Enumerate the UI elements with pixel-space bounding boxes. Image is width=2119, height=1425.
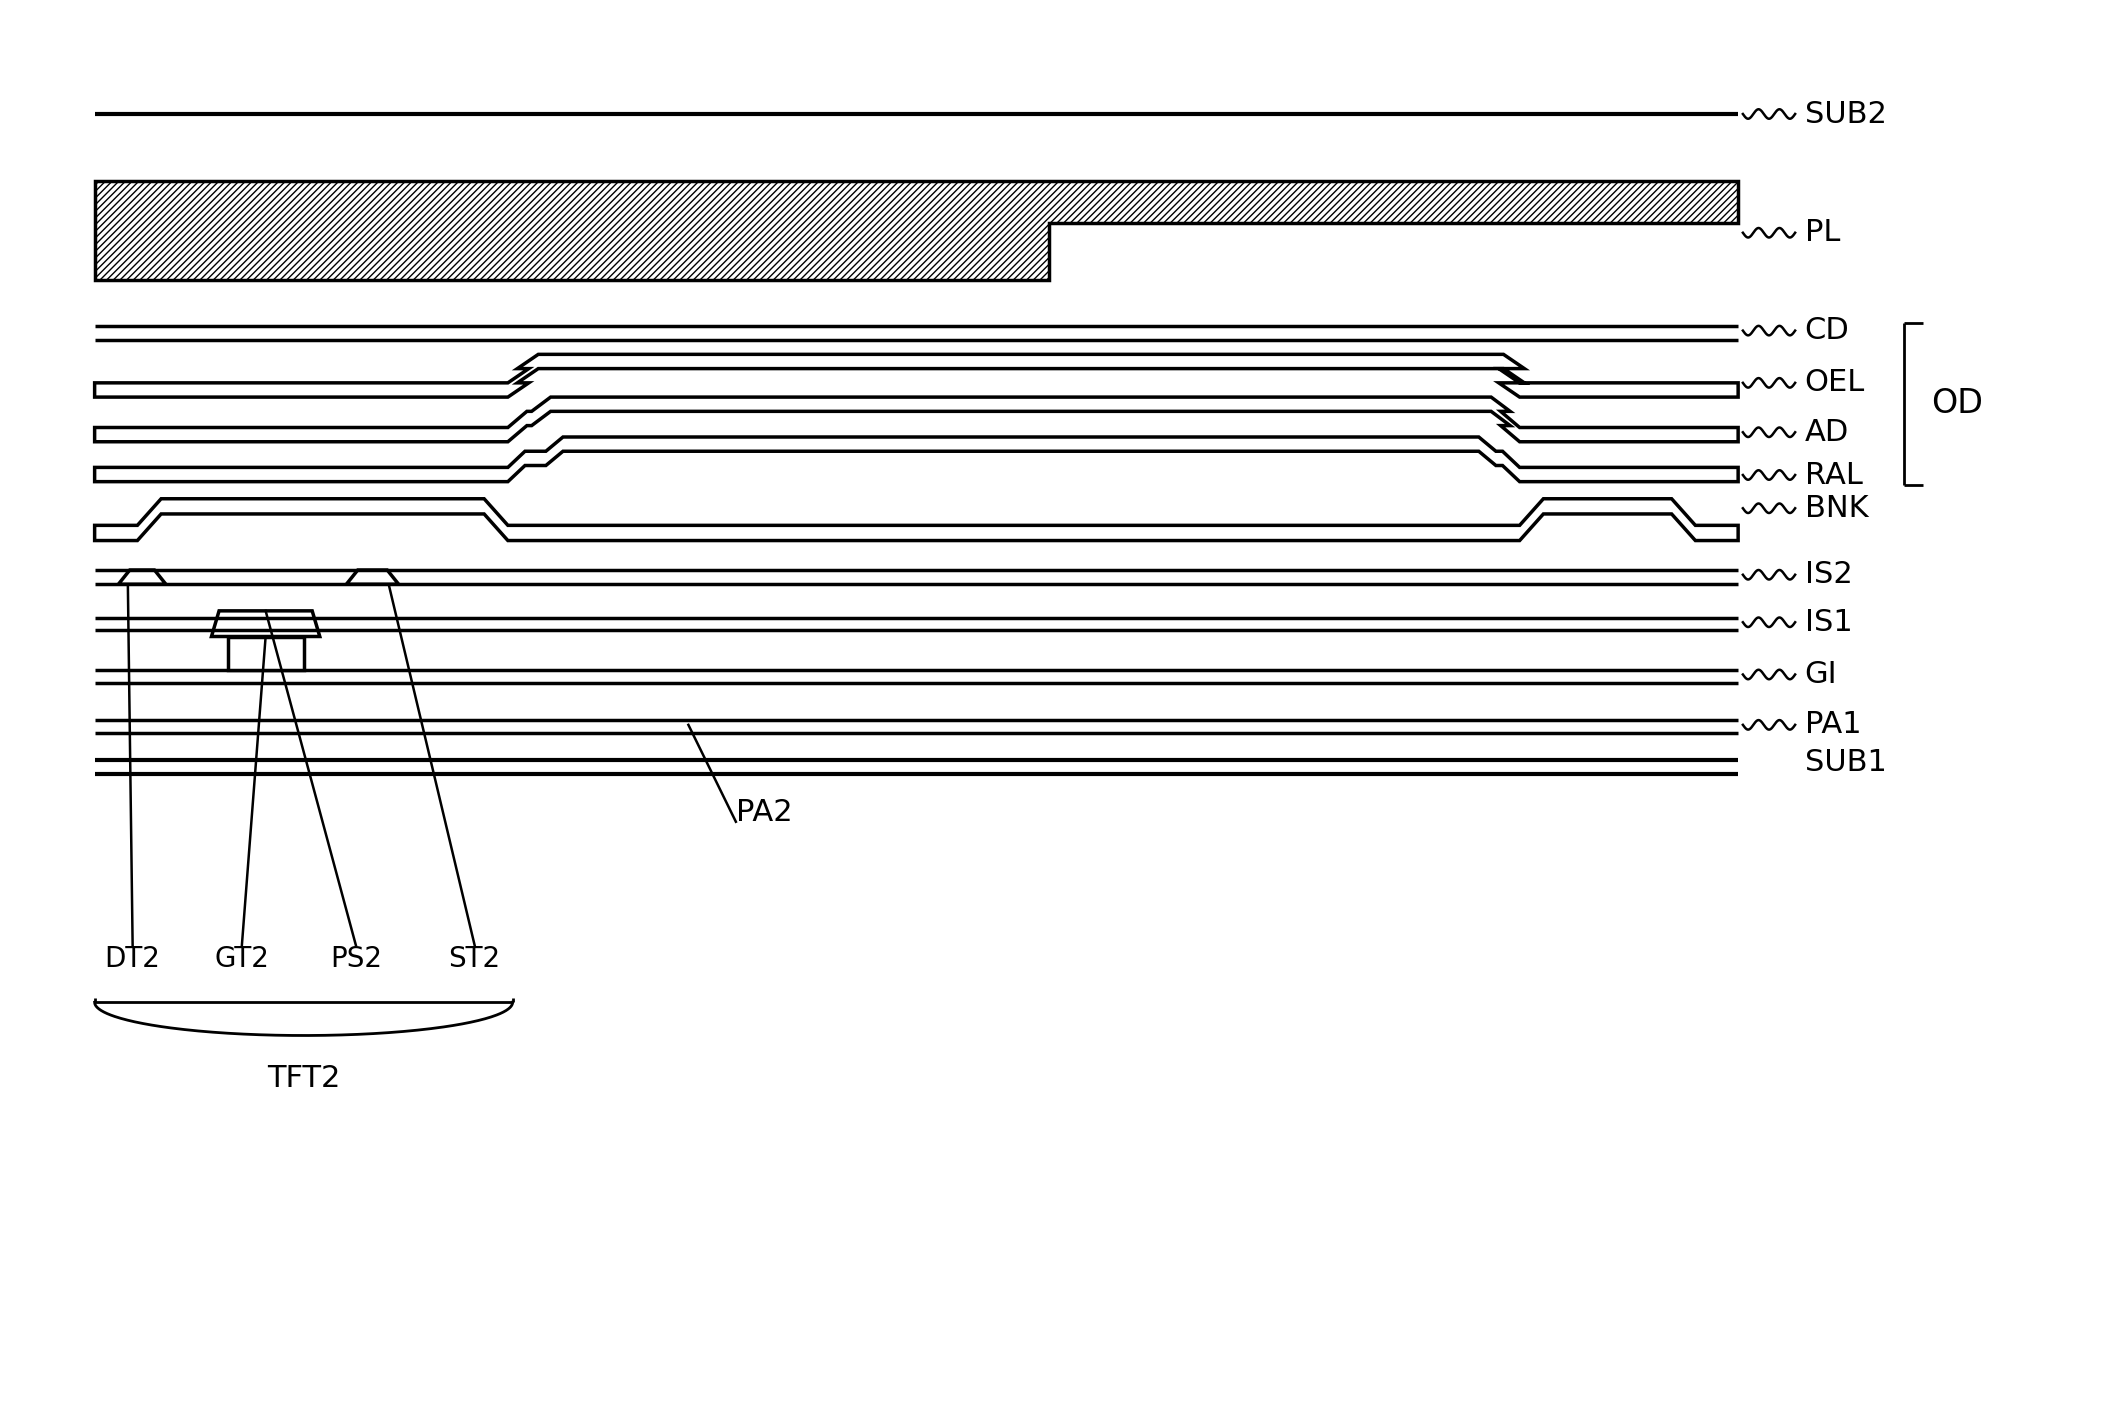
Text: GI: GI [1805, 660, 1837, 690]
Text: IS2: IS2 [1805, 560, 1852, 590]
Text: CD: CD [1805, 316, 1850, 345]
Polygon shape [119, 570, 165, 584]
Polygon shape [95, 437, 1738, 482]
Text: PA1: PA1 [1805, 710, 1860, 740]
Text: PS2: PS2 [331, 945, 381, 973]
Text: PL: PL [1805, 218, 1839, 248]
Text: OEL: OEL [1805, 368, 1865, 398]
Polygon shape [345, 570, 398, 584]
Text: IS1: IS1 [1805, 607, 1852, 637]
Text: TFT2: TFT2 [267, 1064, 341, 1093]
Text: SUB2: SUB2 [1805, 100, 1886, 128]
Text: SUB1: SUB1 [1805, 748, 1886, 778]
Text: GT2: GT2 [214, 945, 269, 973]
Polygon shape [212, 611, 320, 637]
Text: PA2: PA2 [735, 798, 793, 826]
Polygon shape [95, 499, 1738, 540]
Polygon shape [95, 398, 1738, 442]
Text: AD: AD [1805, 418, 1850, 447]
Text: RAL: RAL [1805, 460, 1863, 490]
Polygon shape [227, 637, 303, 670]
Text: OD: OD [1930, 388, 1983, 420]
Text: DT2: DT2 [104, 945, 161, 973]
Text: BNK: BNK [1805, 493, 1869, 523]
Text: ST2: ST2 [449, 945, 500, 973]
Polygon shape [95, 355, 1738, 398]
Polygon shape [95, 181, 1738, 281]
